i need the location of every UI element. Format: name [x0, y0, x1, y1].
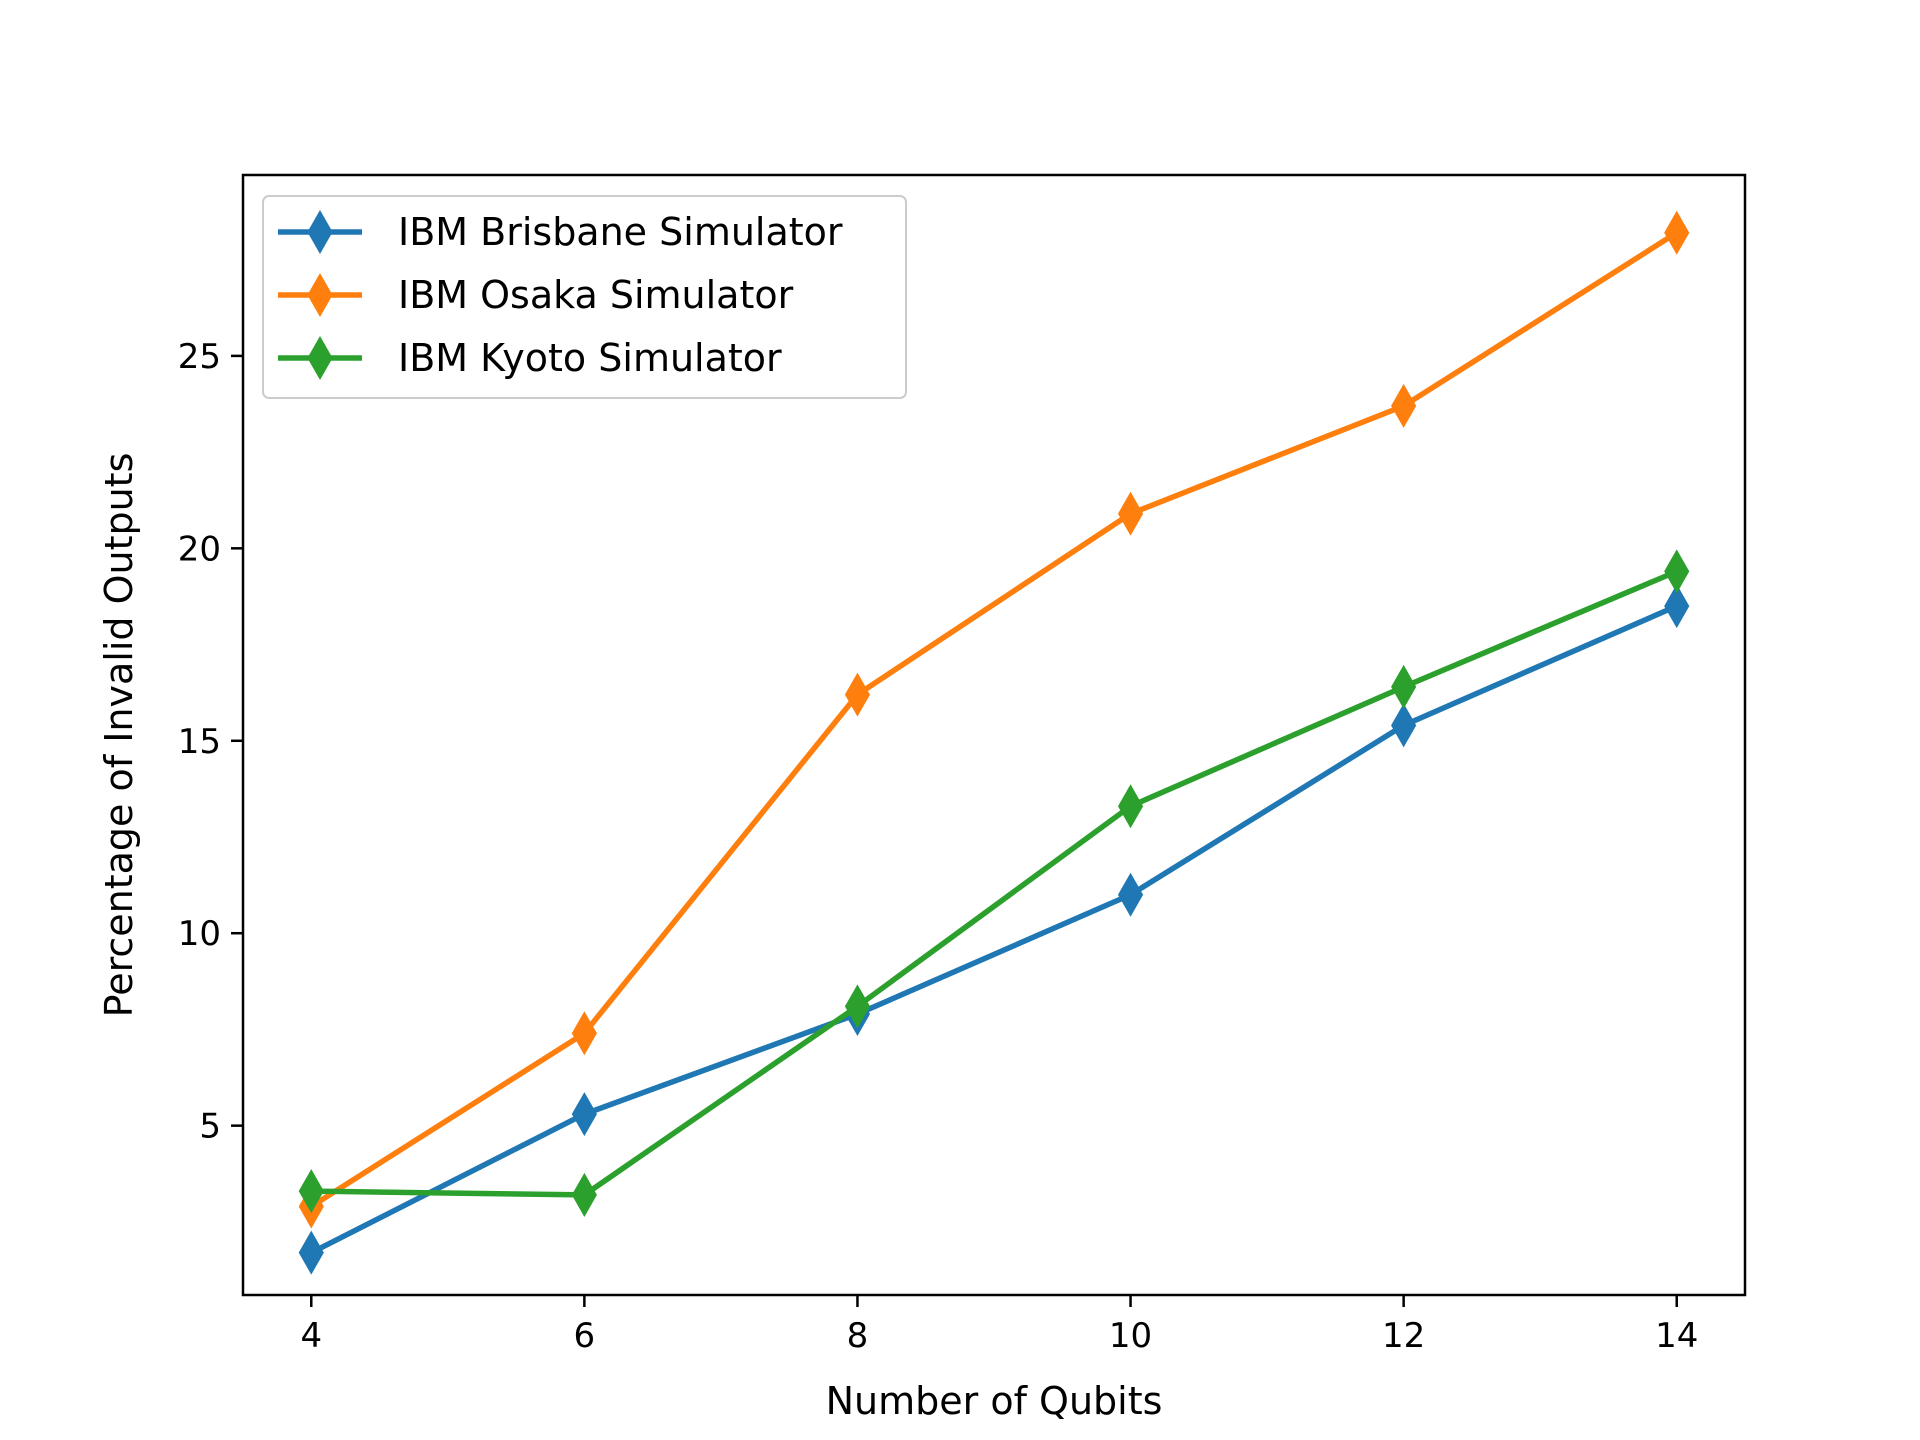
y-axis-label: Percentage of Invalid Outputs: [97, 453, 141, 1018]
data-point: [1664, 210, 1690, 255]
legend-box: [262, 195, 907, 399]
legend-entry: IBM Brisbane Simulator: [278, 209, 843, 255]
y-tick-label: 15: [178, 722, 221, 762]
data-point: [844, 672, 871, 717]
legend-marker: [307, 272, 333, 318]
legend: IBM Brisbane Simulator IBM Osaka Simulato…: [262, 195, 907, 399]
x-tick-label: 10: [1109, 1316, 1152, 1356]
legend-marker: [307, 209, 333, 255]
data-point: [1391, 664, 1417, 709]
series-layer: [298, 210, 1690, 1275]
series-line: [307, 228, 1681, 1211]
y-tick-label: 5: [199, 1107, 221, 1147]
legend-label: IBM Osaka Simulator: [398, 273, 794, 317]
x-axis: 4 6 8 10 12 14: [300, 1295, 1698, 1356]
y-tick-label: 10: [178, 914, 221, 954]
data-point: [1391, 703, 1417, 748]
data-point: [298, 1169, 324, 1214]
plot-area-frame: [241, 173, 1747, 1297]
legend-marker: [307, 335, 333, 381]
legend-entry: IBM Osaka Simulator: [278, 272, 794, 318]
x-axis-label: Number of Qubits: [826, 1379, 1163, 1423]
series-2: [298, 210, 1690, 1229]
legend-label: IBM Kyoto Simulator: [398, 336, 782, 380]
legend-entry: IBM Kyoto Simulator: [278, 335, 782, 381]
series-line: [307, 602, 1681, 1257]
x-tick-label: 8: [847, 1316, 869, 1356]
x-tick-label: 14: [1655, 1316, 1698, 1356]
data-point: [1664, 549, 1690, 594]
y-tick-label: 20: [178, 529, 221, 569]
y-tick-label: 25: [178, 337, 221, 377]
data-point: [844, 984, 871, 1029]
data-point: [1117, 491, 1144, 536]
data-point: [1117, 784, 1144, 829]
series-3: [298, 549, 1690, 1217]
data-point: [298, 1230, 324, 1275]
x-tick-label: 12: [1382, 1316, 1425, 1356]
data-point: [1664, 584, 1690, 629]
data-point: [571, 1172, 597, 1217]
legend-label: IBM Brisbane Simulator: [398, 210, 843, 254]
x-tick-label: 6: [574, 1316, 596, 1356]
data-point: [1117, 872, 1144, 917]
y-axis: 5 10 15 20 25: [178, 337, 243, 1147]
x-tick-label: 4: [300, 1316, 322, 1356]
data-point: [571, 1011, 597, 1056]
series-line: [308, 567, 1681, 1198]
data-point: [1391, 383, 1417, 428]
data-point: [571, 1092, 597, 1137]
